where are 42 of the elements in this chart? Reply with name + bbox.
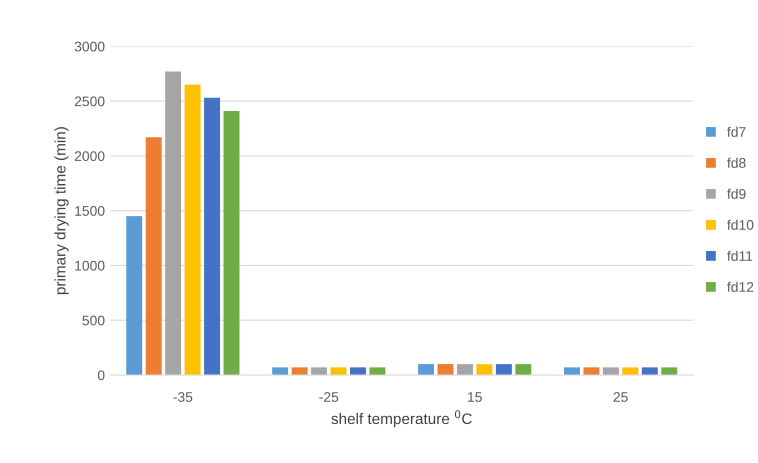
bar (602, 367, 619, 376)
bar (146, 137, 162, 376)
bar (583, 367, 600, 376)
legend-label: fd9 (727, 188, 746, 199)
legend-label: fd7 (727, 126, 746, 137)
legend-label: fd12 (727, 282, 754, 292)
bar (369, 367, 386, 376)
bar (165, 72, 182, 376)
x-tick-label: -25 (319, 392, 338, 402)
y-tick-label: 0 (98, 370, 105, 380)
x-tick-label: 25 (614, 392, 628, 402)
y-tick-label: 2000 (74, 151, 105, 162)
bar (476, 364, 492, 376)
bar (126, 216, 142, 376)
bar (224, 110, 240, 376)
x-tick-label: 15 (468, 392, 482, 402)
bar (330, 367, 346, 376)
y-axis-title: primary drying time (min) (54, 127, 69, 294)
legend-label: fd10 (727, 220, 754, 230)
y-tick-label: 500 (82, 316, 105, 326)
bar (292, 367, 308, 376)
bar (311, 367, 328, 376)
bar (272, 367, 288, 376)
legend-label: fd8 (727, 158, 746, 168)
bar (622, 367, 638, 376)
bar (515, 364, 532, 376)
x-axis-title: shelf temperature $^{0}$C (331, 410, 472, 428)
legend-label: fd11 (727, 250, 752, 261)
bar (438, 364, 454, 376)
bar (456, 364, 473, 376)
bar (564, 367, 580, 376)
y-tick-label: 1000 (75, 260, 105, 271)
bar (350, 367, 366, 376)
bar (204, 98, 220, 376)
y-tick-label: 3000 (74, 42, 105, 52)
bar (184, 84, 201, 376)
x-tick-label: -35 (173, 392, 192, 402)
y-tick-label: 1500 (75, 206, 105, 216)
bar (642, 367, 658, 376)
bar (418, 364, 434, 376)
bar (496, 364, 512, 376)
y-tick-label: 2500 (74, 96, 105, 106)
